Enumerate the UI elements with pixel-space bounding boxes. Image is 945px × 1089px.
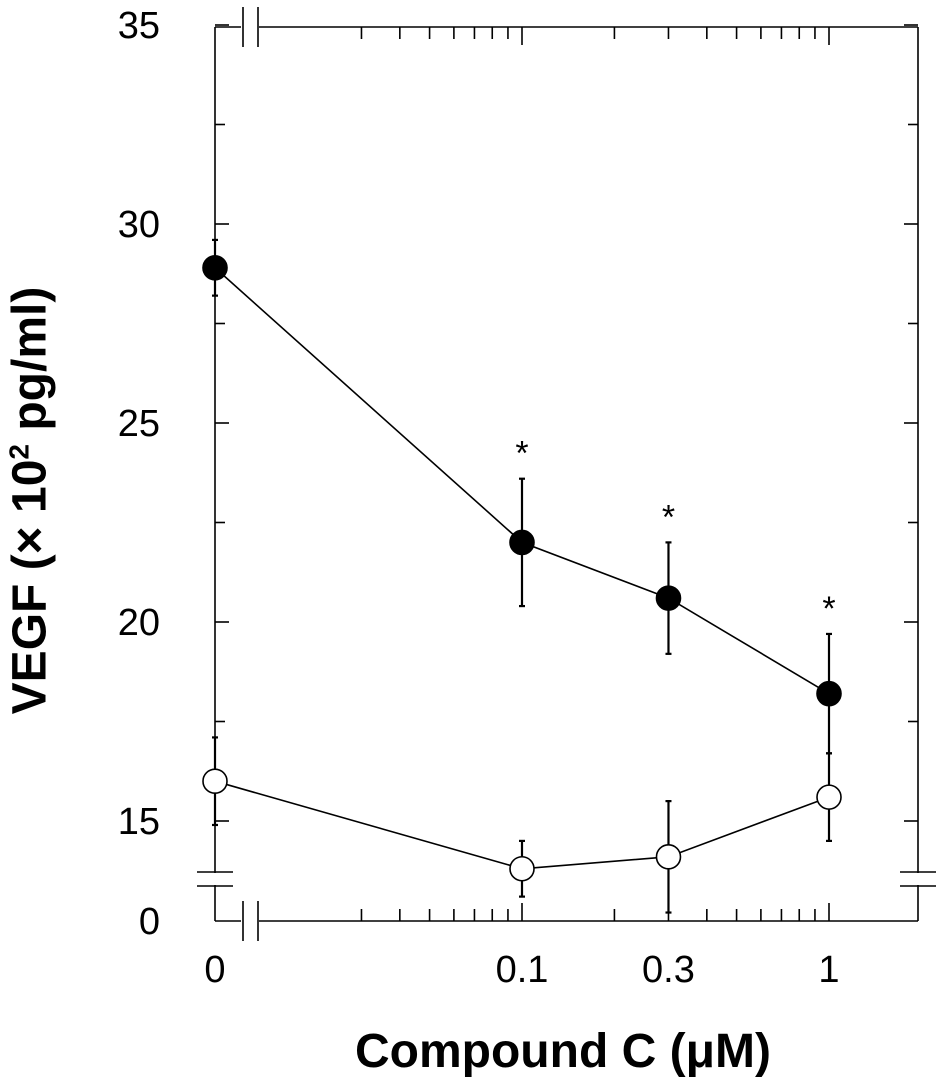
markers — [202, 254, 842, 882]
y-tick-label: 25 — [118, 403, 160, 445]
data-point-open — [509, 855, 535, 882]
y-axis-label-wrap: VEGF (× 102 pg/ml) — [0, 250, 60, 750]
axes — [197, 7, 936, 941]
y-axis-label: VEGF (× 102 pg/ml) — [3, 286, 58, 714]
data-point-filled — [655, 585, 682, 611]
annotations: * * * — [515, 435, 835, 628]
data-point-filled — [202, 254, 228, 281]
series-line — [214, 780, 830, 870]
x-axis-label: Compound C (μM) — [355, 1025, 771, 1078]
significance-marker: * — [662, 498, 675, 536]
x-tick-label: 0 — [204, 949, 225, 991]
y-break-gap — [914, 873, 922, 885]
y-axis-label-suffix: pg/ml) — [3, 286, 57, 444]
tick-labels: 0 15 20 25 30 35 0 0.1 0.3 1 — [118, 5, 840, 991]
x-tick-label: 0.3 — [642, 949, 695, 991]
y-tick-label: 30 — [118, 204, 160, 246]
significance-marker: * — [822, 590, 835, 628]
x-break-gap — [241, 918, 259, 924]
y-break-gap — [211, 873, 219, 885]
x-tick-label: 0.1 — [496, 949, 549, 991]
ticks — [215, 24, 918, 921]
y-axis-label-superscript: 2 — [3, 443, 35, 460]
data-point-open — [816, 784, 842, 810]
y-tick-label: 20 — [118, 602, 160, 644]
data-point-filled — [509, 529, 535, 556]
series-line — [214, 267, 830, 695]
error-bars — [212, 238, 832, 914]
x-break-gap — [241, 24, 259, 30]
x-tick-label: 1 — [818, 949, 839, 991]
data-point-open — [202, 768, 228, 795]
data-point-open — [655, 844, 682, 870]
y-tick-label: 15 — [118, 801, 160, 843]
y-tick-label: 35 — [118, 5, 160, 47]
significance-marker: * — [515, 435, 528, 473]
y-axis-label-prefix: VEGF (× 10 — [3, 459, 57, 714]
series-lines — [214, 267, 830, 870]
y-tick-label: 0 — [139, 901, 160, 943]
data-point-filled — [816, 680, 842, 707]
